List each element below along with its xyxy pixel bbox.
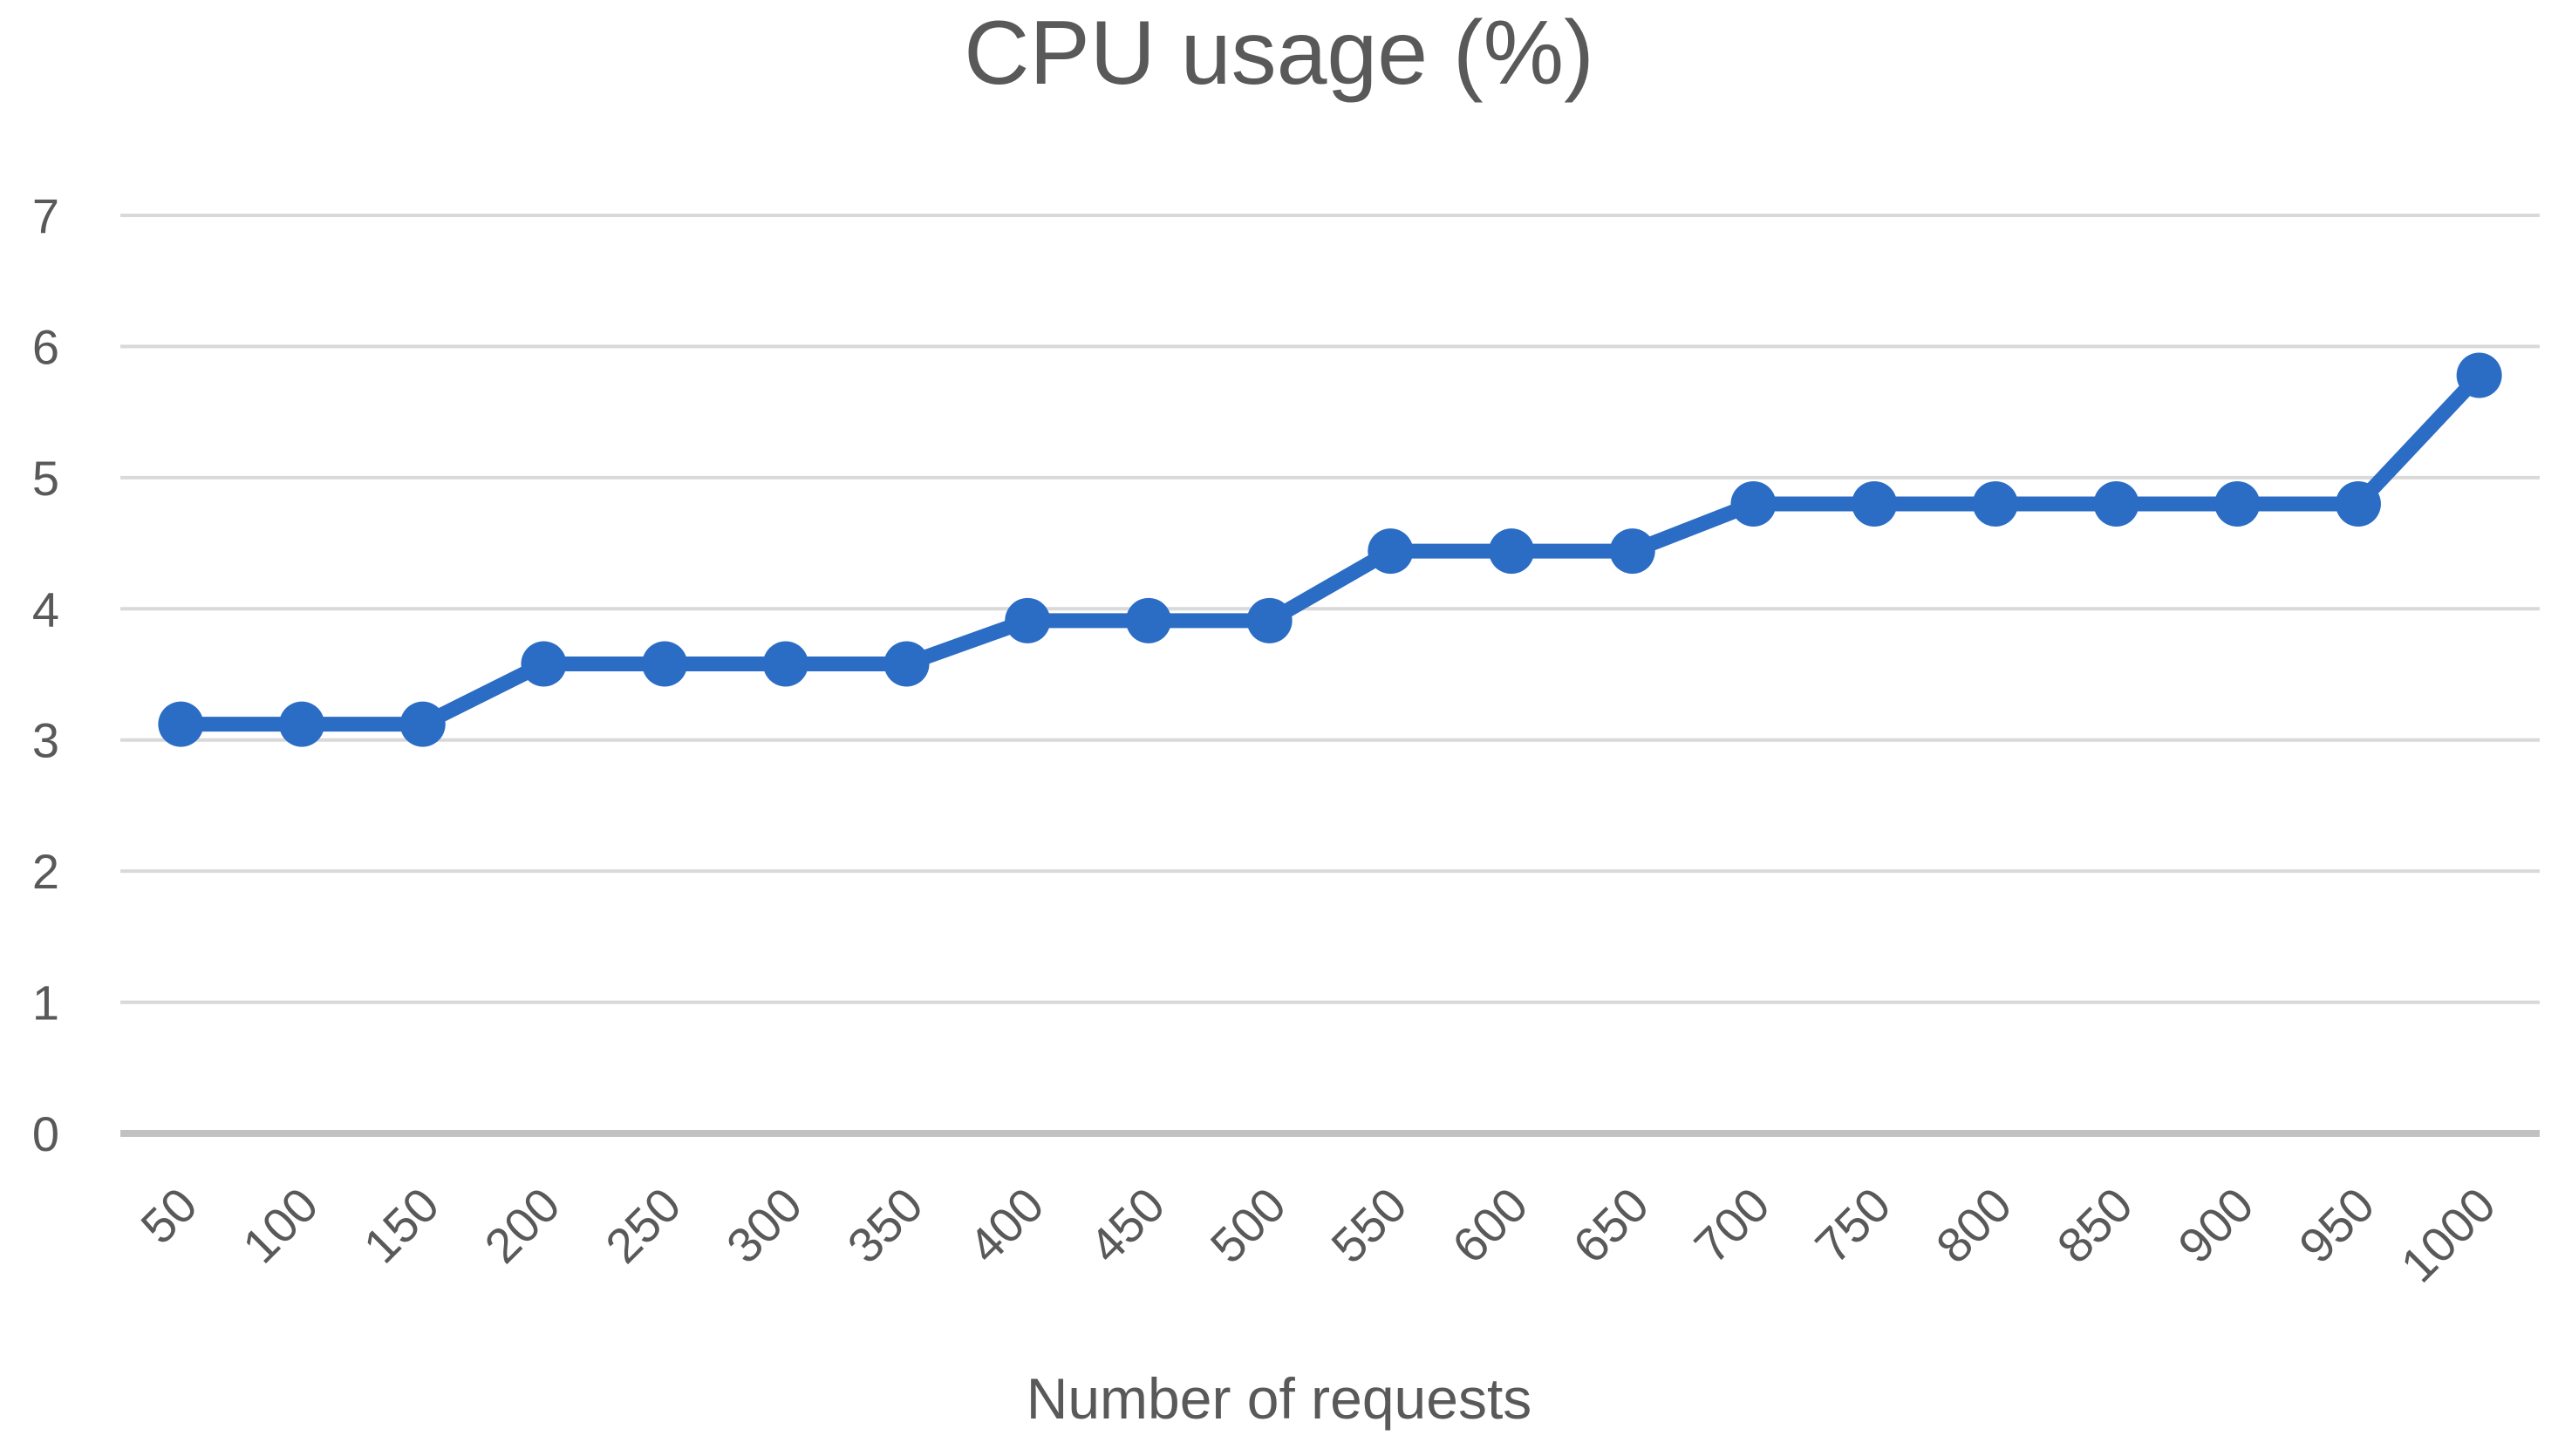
data-point-marker xyxy=(399,701,446,747)
data-point-marker xyxy=(521,641,567,687)
data-point-marker xyxy=(1852,480,1898,527)
data-point-marker xyxy=(1368,528,1414,575)
x-tick-label: 50 xyxy=(130,1177,208,1255)
chart-title: CPU usage (%) xyxy=(964,3,1594,104)
x-axis-tick-labels: 50 100 150 200 250 300 350 400 450 500 550 600 650 70… xyxy=(130,1177,2506,1293)
gridlines-group xyxy=(120,214,2540,1137)
x-tick-label: 600 xyxy=(1442,1177,1538,1274)
y-tick-label: 5 xyxy=(32,451,59,506)
data-point-marker xyxy=(1005,597,1051,643)
x-tick-label: 200 xyxy=(474,1177,570,1274)
y-tick-label: 7 xyxy=(32,188,59,243)
x-tick-label: 150 xyxy=(353,1177,450,1274)
y-tick-label: 2 xyxy=(32,844,59,899)
x-tick-label: 250 xyxy=(595,1177,692,1274)
x-tick-label: 100 xyxy=(232,1177,329,1274)
x-tick-label: 700 xyxy=(1683,1177,1780,1274)
y-tick-label: 3 xyxy=(32,713,59,768)
data-point-marker xyxy=(279,701,325,747)
data-point-marker xyxy=(158,701,204,747)
series-group xyxy=(158,352,2502,747)
x-tick-label: 350 xyxy=(836,1177,933,1274)
x-tick-label: 800 xyxy=(1926,1177,2023,1274)
y-tick-label: 1 xyxy=(32,976,59,1031)
y-tick-label: 0 xyxy=(32,1106,59,1161)
x-tick-label: 950 xyxy=(2289,1177,2385,1274)
data-point-marker xyxy=(1489,528,1535,575)
x-tick-label: 500 xyxy=(1200,1177,1297,1274)
data-point-marker xyxy=(1972,480,2018,527)
x-tick-label: 300 xyxy=(716,1177,813,1274)
x-tick-label: 1000 xyxy=(2390,1177,2506,1293)
x-tick-label: 400 xyxy=(958,1177,1054,1274)
data-point-marker xyxy=(2214,480,2261,527)
data-point-marker xyxy=(642,641,688,687)
data-point-marker xyxy=(2093,480,2139,527)
data-point-marker xyxy=(1609,528,1655,575)
x-axis-title: Number of requests xyxy=(1026,1366,1532,1431)
x-tick-label: 550 xyxy=(1320,1177,1417,1274)
data-point-marker xyxy=(2456,352,2502,398)
x-tick-label: 900 xyxy=(2167,1177,2264,1274)
x-tick-label: 750 xyxy=(1804,1177,1901,1274)
y-axis-tick-labels: 0 1 2 3 4 5 6 7 xyxy=(32,188,59,1161)
y-tick-label: 4 xyxy=(32,582,59,636)
y-tick-label: 6 xyxy=(32,319,59,374)
data-point-marker xyxy=(1730,480,1777,527)
data-point-marker xyxy=(1125,597,1171,643)
data-point-marker xyxy=(883,641,930,687)
x-tick-label: 850 xyxy=(2046,1177,2143,1274)
data-point-marker xyxy=(1246,597,1293,643)
x-tick-label: 450 xyxy=(1079,1177,1176,1274)
data-point-marker xyxy=(2335,480,2381,527)
data-point-marker xyxy=(762,641,808,687)
x-tick-label: 650 xyxy=(1563,1177,1660,1274)
